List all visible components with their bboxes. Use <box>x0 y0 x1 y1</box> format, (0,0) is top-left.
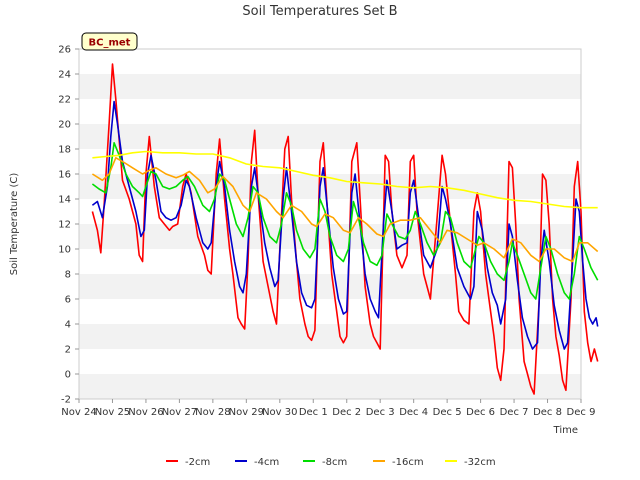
y-tick-label: 22 <box>58 95 71 106</box>
y-tick-label: 26 <box>58 45 71 56</box>
grid-band <box>79 349 581 374</box>
series-line-4cm <box>91 100 599 350</box>
legend-label: -4cm <box>254 457 279 468</box>
y-tick-label: 20 <box>58 120 71 131</box>
x-tick-label: Nov 25 <box>95 407 130 418</box>
y-tick-label: -2 <box>61 395 71 406</box>
x-tick-label: Dec 8 <box>533 407 562 418</box>
x-tick-label: Nov 28 <box>195 407 230 418</box>
series-line-16cm <box>91 157 599 263</box>
chart-title: Soil Temperatures Set B <box>242 4 397 19</box>
legend-label: -2cm <box>185 457 210 468</box>
y-tick-label: 8 <box>65 270 71 281</box>
grid-band <box>79 74 581 99</box>
y-tick-label: 2 <box>65 345 71 356</box>
series-group <box>91 63 599 395</box>
series-line-32cm <box>92 150 598 209</box>
x-tick-label: Dec 3 <box>366 407 395 418</box>
grid-band <box>79 274 581 299</box>
grid-band <box>79 299 581 324</box>
site-badge: BC_met <box>81 32 138 51</box>
x-tick-label: Nov 29 <box>229 407 264 418</box>
y-tick-label: 16 <box>58 170 71 181</box>
y-tick-label: 24 <box>58 70 71 81</box>
y-tick-label: 0 <box>65 370 71 381</box>
series-line-2cm <box>91 63 599 395</box>
x-tick-label: Dec 2 <box>332 407 361 418</box>
x-tick-label: Dec 5 <box>433 407 462 418</box>
legend-label: -32cm <box>464 457 496 468</box>
y-tick-label: 18 <box>58 145 71 156</box>
y-axis-label: Soil Temperature (C) <box>9 173 20 276</box>
legend: -2cm -4cm -8cm -16cm -32cm <box>166 457 496 468</box>
y-tick-label: 12 <box>58 220 71 231</box>
x-tick-label: Dec 7 <box>500 407 529 418</box>
x-tick-label: Nov 30 <box>262 407 297 418</box>
site-badge-label: BC_met <box>89 38 131 49</box>
grid-band <box>79 324 581 349</box>
y-tick-label: 14 <box>58 195 71 206</box>
legend-label: -16cm <box>392 457 424 468</box>
grid-band <box>79 99 581 124</box>
y-tick-label: 6 <box>65 295 71 306</box>
legend-label: -8cm <box>322 457 347 468</box>
x-tick-label: Dec 6 <box>466 407 495 418</box>
x-tick-label: Dec 4 <box>399 407 428 418</box>
grid-band <box>79 49 581 74</box>
grid-band <box>79 124 581 149</box>
x-tick-label: Nov 27 <box>162 407 197 418</box>
x-axis-label: Time <box>553 425 578 436</box>
series-line-8cm <box>91 142 599 300</box>
y-tick-label: 4 <box>65 320 71 331</box>
grid-bands <box>79 49 581 399</box>
grid-band <box>79 374 581 399</box>
x-tick-label: Nov 24 <box>61 407 96 418</box>
grid-band <box>79 199 581 224</box>
y-tick-label: 10 <box>58 245 71 256</box>
x-tick-label: Nov 26 <box>128 407 163 418</box>
x-tick-label: Dec 9 <box>567 407 596 418</box>
x-tick-label: Dec 1 <box>299 407 328 418</box>
